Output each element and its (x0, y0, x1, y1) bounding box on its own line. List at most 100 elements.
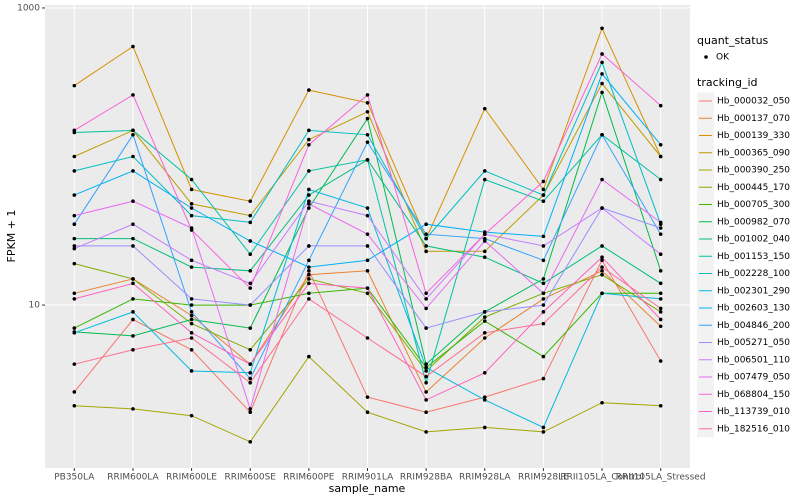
x-tick-label: RRII105LA_Stressed (616, 473, 706, 483)
data-point (600, 272, 604, 277)
data-point (307, 128, 311, 133)
data-point (365, 291, 370, 296)
data-point (541, 297, 546, 301)
data-point (131, 297, 135, 301)
data-point (541, 376, 546, 381)
data-point (248, 326, 253, 330)
data-point (482, 310, 487, 314)
data-point (658, 177, 663, 182)
legend-label: Hb_000445_170 (717, 183, 790, 193)
legend-label: Hb_113739_010 (717, 407, 790, 417)
legend-label: Hb_000705_300 (717, 200, 790, 210)
data-point (307, 187, 311, 192)
legend-label: Hb_001153_150 (717, 252, 790, 262)
data-point (72, 222, 77, 227)
data-point (658, 281, 663, 286)
data-point (482, 169, 487, 173)
data-point (307, 291, 311, 296)
data-point (658, 291, 663, 296)
data-point (307, 199, 311, 204)
data-point (365, 395, 370, 399)
data-point (307, 193, 311, 197)
data-point (424, 291, 428, 296)
data-point (72, 236, 77, 241)
point-legend-key (704, 55, 708, 59)
data-point (365, 232, 370, 236)
data-point (72, 326, 77, 330)
data-point (131, 310, 135, 314)
data-point (600, 265, 604, 269)
data-point (248, 281, 253, 286)
point-legend-label: OK (716, 53, 730, 63)
data-point (307, 137, 311, 142)
legend-label: Hb_000139_330 (717, 131, 790, 141)
data-point (541, 187, 546, 192)
data-point (307, 202, 311, 206)
data-point (189, 177, 194, 182)
y-tick-label: 10 (29, 301, 41, 311)
point-legend-title: quant_status (697, 34, 769, 47)
data-point (365, 158, 370, 162)
data-point (600, 244, 604, 248)
data-point (365, 286, 370, 290)
data-point (658, 324, 663, 329)
data-point (424, 232, 428, 236)
data-point (248, 410, 253, 414)
data-point (72, 246, 77, 251)
data-point (131, 128, 135, 133)
data-point (600, 177, 604, 182)
data-point (658, 310, 663, 314)
data-point (541, 321, 546, 326)
x-tick-label: RRIM928BA (400, 473, 453, 483)
data-point (131, 236, 135, 241)
data-point (658, 232, 663, 236)
data-point (658, 359, 663, 363)
data-point (72, 154, 77, 159)
data-point (248, 239, 253, 243)
data-point (600, 60, 604, 65)
data-point (541, 430, 546, 434)
x-tick-label: RRIM928LA (459, 473, 511, 483)
data-point (189, 187, 194, 192)
data-point (307, 206, 311, 210)
data-point (482, 331, 487, 335)
data-point (541, 425, 546, 430)
data-point (424, 390, 428, 394)
data-point (248, 220, 253, 225)
data-point (424, 306, 428, 311)
legend-label: Hb_000137_070 (717, 114, 790, 124)
data-point (600, 269, 604, 273)
legend-label: Hb_000390_250 (717, 166, 790, 176)
data-point (248, 370, 253, 375)
data-point (365, 244, 370, 248)
data-point (365, 269, 370, 273)
data-point (541, 291, 546, 296)
data-point (482, 398, 487, 402)
data-point (131, 93, 135, 97)
data-point (248, 286, 253, 290)
data-point (424, 236, 428, 241)
data-point (189, 347, 194, 352)
data-point (482, 425, 487, 430)
legend-label: Hb_002603_130 (717, 304, 790, 314)
data-point (365, 336, 370, 340)
data-point (365, 116, 370, 121)
data-point (658, 142, 663, 147)
data-point (131, 334, 135, 338)
data-point (600, 258, 604, 263)
data-point (482, 370, 487, 375)
data-point (131, 407, 135, 411)
data-point (365, 213, 370, 218)
data-point (600, 255, 604, 259)
data-point (658, 252, 663, 256)
data-point (482, 177, 487, 182)
data-point (72, 403, 77, 408)
data-point (658, 220, 663, 225)
data-point (72, 331, 77, 335)
data-point (307, 88, 311, 92)
data-point (189, 321, 194, 326)
data-point (189, 313, 194, 318)
data-point (600, 206, 604, 210)
data-point (72, 83, 77, 88)
